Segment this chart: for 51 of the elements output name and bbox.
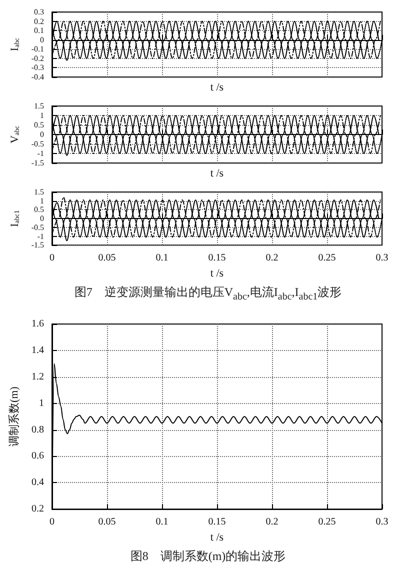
y-tick-label: 0.5 <box>34 120 44 130</box>
y-tick-label: -1.5 <box>31 158 44 168</box>
y-tick-label: 0.8 <box>32 424 44 436</box>
caption: 图7 逆变源测量输出的电压V$_{abc}$,电流I$_{abc}$,I$_{abc1}$波形 <box>73 284 343 302</box>
x-tick-label: 0.15 <box>208 516 226 528</box>
y-tick-label: 1.2 <box>32 371 44 382</box>
y-tick-label: 1 <box>40 196 44 206</box>
y-tick-label: 1.6 <box>32 318 44 330</box>
y-axis-title: 调制系数(m) <box>8 386 20 446</box>
y-tick-label: 0 <box>40 130 44 139</box>
x-tick-label: 0.1 <box>156 516 168 528</box>
y-tick-label: 0.4 <box>32 477 44 488</box>
x-tick-label: 0.3 <box>376 252 388 264</box>
x-tick-label: 0.2 <box>266 516 278 528</box>
y-tick-label: 0.6 <box>32 450 44 462</box>
x-axis-title: t /s <box>210 268 224 280</box>
x-tick-label: 0.25 <box>318 252 336 264</box>
x-tick-label: 0.15 <box>208 252 226 264</box>
y-tick-label: 1.5 <box>34 102 44 110</box>
y-tick-label: -1.5 <box>31 240 44 250</box>
y-tick-label: 1 <box>40 111 44 120</box>
y-tick-label: 1 <box>39 398 44 409</box>
y-tick-label: 0.2 <box>34 16 44 26</box>
x-tick-label: 0 <box>50 252 54 264</box>
y-tick-label: -1 <box>37 149 44 158</box>
y-tick-label: 0.5 <box>34 205 44 214</box>
y-tick-label: 0 <box>40 214 44 224</box>
x-axis-title: t /s <box>210 82 224 94</box>
x-axis-title: t /s <box>210 532 224 544</box>
y-tick-label: 1.4 <box>32 344 44 356</box>
x-tick-label: 0.05 <box>98 252 116 264</box>
x-tick-label: 0 <box>50 516 54 528</box>
y-tick-label: 0 <box>40 35 44 44</box>
caption: 图8 调制系数(m)的输出波形 <box>129 548 287 565</box>
y-tick-label: 0.1 <box>34 26 44 36</box>
y-tick-label: -0.5 <box>31 222 44 232</box>
y-tick-label: 0.2 <box>32 504 44 515</box>
x-tick-label: 0.3 <box>376 516 388 528</box>
y-tick-label: 1.5 <box>34 188 44 196</box>
y-tick-label: -0.3 <box>31 63 44 72</box>
y-tick-label: -0.5 <box>31 140 44 148</box>
y-tick-label: -0.1 <box>31 44 44 54</box>
y-tick-label: 0.3 <box>34 8 44 16</box>
y-tick-label: -0.2 <box>31 54 44 63</box>
x-tick-label: 0.1 <box>156 252 168 264</box>
x-tick-label: 0.05 <box>98 516 116 528</box>
y-tick-label: -1 <box>37 232 44 241</box>
y-tick-label: -0.4 <box>31 72 44 82</box>
x-axis-title: t /s <box>210 168 224 180</box>
x-tick-label: 0.25 <box>318 516 336 528</box>
x-tick-label: 0.2 <box>266 252 278 264</box>
